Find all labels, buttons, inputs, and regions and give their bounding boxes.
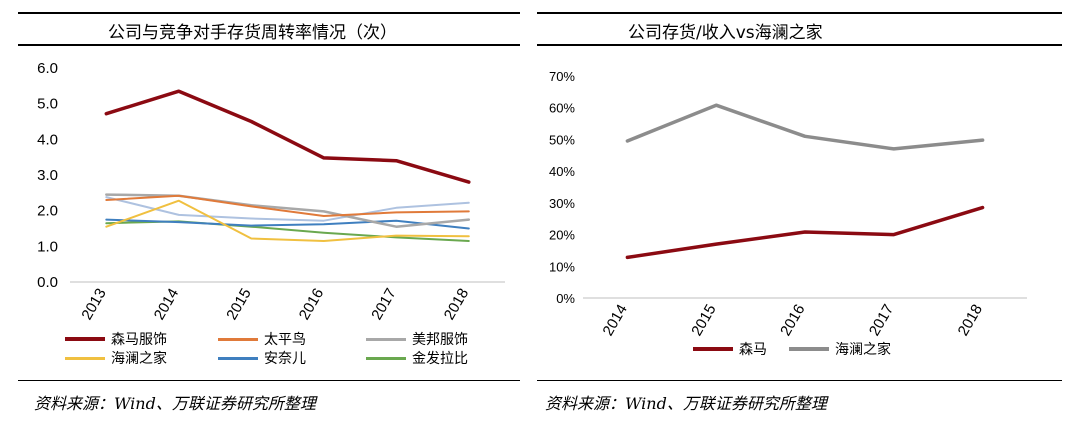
- legend-swatch: [218, 337, 258, 341]
- legend-label: 海澜之家: [835, 342, 891, 358]
- left-chart-title: 公司与竞争对手存货周转率情况（次）: [108, 23, 397, 43]
- legend-item: 太平鸟: [218, 329, 306, 349]
- legend-swatch: [218, 356, 258, 360]
- y-tick-label: 50%: [549, 132, 575, 147]
- legend-swatch: [693, 347, 733, 351]
- legend-label: 金发拉比: [412, 351, 468, 367]
- bottom-rule: [537, 380, 1062, 381]
- legend-swatch: [366, 356, 406, 360]
- y-tick-label: 5.0: [37, 96, 58, 113]
- legend-item: 金发拉比: [366, 348, 468, 368]
- y-tick-label: 70%: [549, 69, 575, 84]
- y-tick-label: 3.0: [37, 167, 58, 184]
- y-tick-label: 1.0: [37, 238, 58, 255]
- series-line-5: [105, 218, 470, 230]
- series-line-7: [105, 196, 470, 222]
- legend-item: 海澜之家: [789, 339, 891, 359]
- y-tick-label: 4.0: [37, 131, 58, 148]
- series-line-1: [104, 89, 471, 184]
- left-source-note: 资料来源：Wind、万联证券研究所整理: [34, 394, 316, 413]
- series-line-4: [105, 199, 470, 242]
- y-tick-label: 0%: [556, 291, 575, 306]
- legend-swatch: [366, 337, 406, 341]
- right-legend: 森马 海澜之家: [537, 0, 1080, 421]
- y-tick-label: 6.0: [37, 60, 58, 77]
- series-line-1: [625, 205, 985, 260]
- top-rule: [537, 12, 1062, 14]
- legend-label: 美邦服饰: [412, 332, 468, 348]
- title-rule: [18, 44, 520, 46]
- y-tick-label: 60%: [549, 101, 575, 116]
- legend-label: 安奈儿: [264, 351, 306, 367]
- y-tick-label: 10%: [549, 259, 575, 274]
- legend-item: 安奈儿: [218, 348, 306, 368]
- legend-swatch: [65, 337, 105, 341]
- title-rule: [537, 44, 1062, 46]
- legend-label: 太平鸟: [264, 332, 306, 348]
- series-line-2: [625, 103, 985, 151]
- top-rule: [18, 12, 520, 14]
- legend-item: 森马: [693, 339, 767, 359]
- legend-swatch: [65, 356, 105, 360]
- legend-item: 美邦服饰: [366, 329, 468, 349]
- right-chart-panel: 公司存货/收入vs海澜之家 0% 10% 20% 30% 40% 50% 60% 70% 201…: [537, 0, 1080, 421]
- series-line-2: [105, 194, 470, 217]
- y-tick-label: 20%: [549, 228, 575, 243]
- left-legend: 森马服饰 太平鸟 美邦服饰海澜之家 安奈儿 金发拉比: [0, 0, 520, 421]
- legend-item: 森马服饰: [65, 329, 167, 349]
- right-source-note: 资料来源：Wind、万联证券研究所整理: [545, 394, 827, 413]
- bottom-rule: [18, 380, 520, 381]
- legend-swatch: [789, 347, 829, 351]
- legend-label: 森马服饰: [111, 332, 167, 348]
- legend-item: 海澜之家: [65, 348, 167, 368]
- legend-label: 海澜之家: [111, 351, 167, 367]
- y-tick-label: 0.0: [37, 274, 58, 291]
- y-tick-label: 30%: [549, 196, 575, 211]
- right-line-chart: 0%10%20%30%40%50%60%70%2014 2015 2016 2017 2…: [549, 69, 1027, 339]
- y-tick-label: 40%: [549, 164, 575, 179]
- y-tick-label: 2.0: [37, 203, 58, 220]
- legend-label: 森马: [739, 342, 767, 358]
- right-chart-title: 公司存货/收入vs海澜之家: [628, 23, 823, 43]
- left-chart-panel: 公司与竞争对手存货周转率情况（次） 0.0 1.0 2.0 3.0 4.0 5.0 6.0 2…: [0, 0, 520, 421]
